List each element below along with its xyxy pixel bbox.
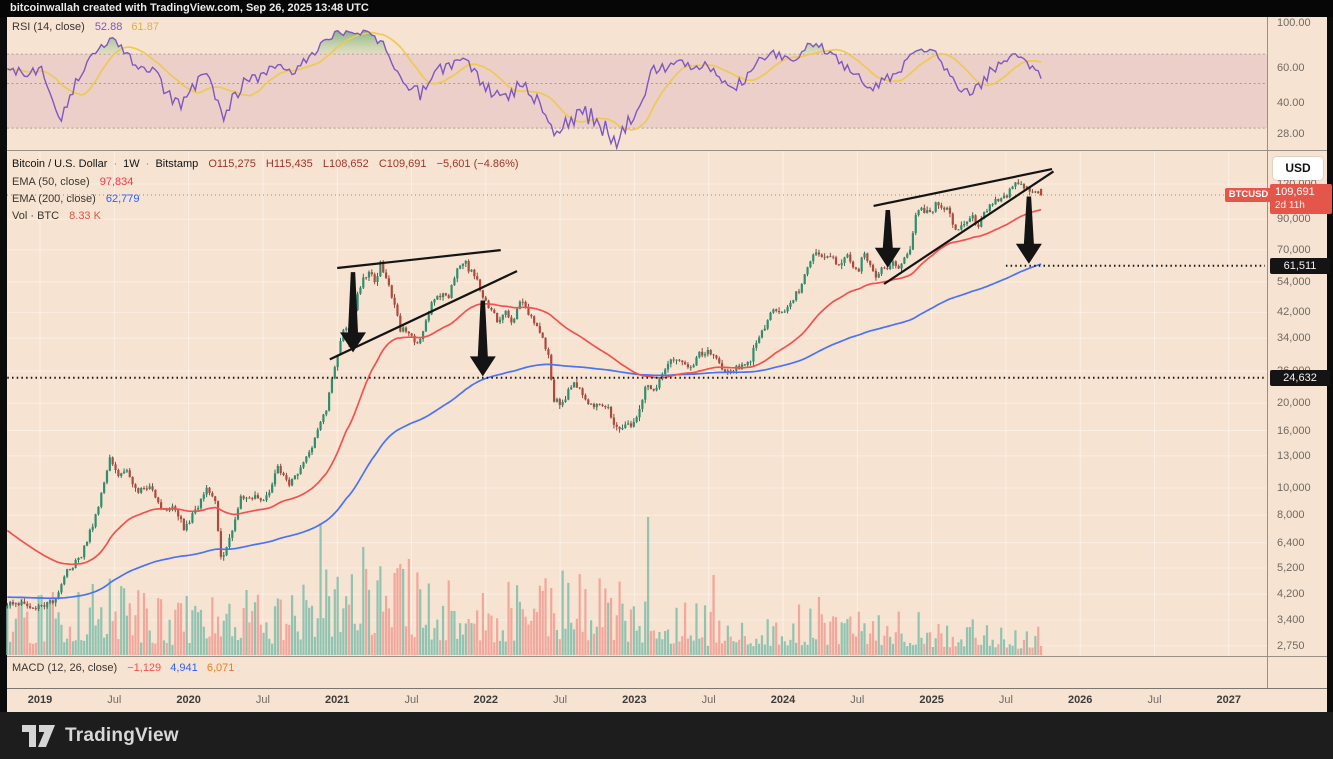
- price-tick-label: 20,000: [1277, 397, 1311, 410]
- price-tick-label: 5,200: [1277, 562, 1305, 574]
- price-tick-label: 8,000: [1277, 509, 1305, 522]
- volume-label: Vol · BTC: [12, 210, 60, 222]
- rsi-tick-label: 40.00: [1277, 97, 1305, 109]
- ema200-value: 62,779: [105, 193, 140, 205]
- time-tick-label: 2019: [27, 694, 53, 706]
- ema50-legend-row: EMA (50, close) 97,834: [12, 175, 133, 189]
- time-tick-label: 2024: [770, 694, 796, 706]
- rsi-legend-label: RSI (14, close): [12, 21, 85, 33]
- ema200-label: EMA (200, close): [12, 193, 96, 205]
- tradingview-brand-text[interactable]: TradingView: [65, 724, 179, 746]
- rsi-legend: RSI (14, close) 52.88 61.87: [12, 20, 159, 34]
- time-tick-label: 2025: [919, 694, 944, 706]
- time-tick-label: 2023: [622, 694, 647, 706]
- time-tick-label: 2020: [176, 694, 201, 706]
- volume-value: 8.33 K: [69, 210, 101, 222]
- price-tick-label: 16,000: [1277, 424, 1311, 437]
- time-tick-label: 2027: [1216, 694, 1242, 706]
- symbol-flag-badge: BTCUSD: [1225, 188, 1272, 202]
- ema50-value: 97,834: [99, 176, 134, 188]
- usd-button[interactable]: USD: [1273, 157, 1323, 180]
- price-tick-label: 6,400: [1277, 536, 1305, 549]
- price-tick-label: 90,000: [1277, 213, 1311, 226]
- ema200-legend-row: EMA (200, close) 62,779: [12, 192, 139, 206]
- time-tick-label: 2022: [473, 694, 499, 706]
- volume-legend-row: Vol · BTC 8.33 K: [12, 209, 101, 223]
- ohlc-open: O115,275: [208, 158, 256, 170]
- rsi-tick-label: 100.00: [1277, 17, 1311, 29]
- footer-bar: TradingView: [0, 712, 1333, 759]
- ema50-label: EMA (50, close): [12, 176, 90, 188]
- macd-signal-value: 4,941: [170, 662, 198, 674]
- price-tick-label: 70,000: [1277, 243, 1311, 256]
- time-tick-label: Jul: [701, 694, 716, 706]
- symbol-timeframe: 1W: [123, 158, 140, 170]
- level-price-badge: 61,511: [1270, 258, 1330, 274]
- rsi-value: 52.88: [94, 21, 123, 33]
- price-tick-label: 2,750: [1277, 639, 1305, 652]
- price-tick-label: 54,000: [1277, 275, 1311, 288]
- macd-label: MACD (12, 26, close): [12, 662, 118, 674]
- rsi-tick-label: 28.00: [1277, 128, 1305, 141]
- title-bar: bitcoinwallah created with TradingView.c…: [0, 0, 1333, 17]
- price-tick-label: 10,000: [1277, 482, 1311, 494]
- time-tick-label: Jul: [1147, 694, 1162, 706]
- price-tick-label: 42,000: [1277, 306, 1311, 319]
- time-tick-label: Jul: [255, 694, 270, 706]
- last-price-badge: 109,691 2d 11h: [1270, 184, 1332, 214]
- time-tick-label: 2021: [324, 694, 350, 706]
- time-tick-label: Jul: [404, 694, 419, 706]
- tradingview-logo-icon[interactable]: [22, 724, 56, 747]
- macd-legend-row: MACD (12, 26, close) −1,129 4,941 6,071: [12, 661, 234, 675]
- price-tick-label: 4,200: [1277, 588, 1305, 601]
- price-tick-label: 3,400: [1277, 614, 1305, 626]
- ohlc-close: C109,691: [378, 158, 427, 170]
- symbol-name: Bitcoin / U.S. Dollar: [12, 158, 108, 170]
- price-tick-label: 13,000: [1277, 449, 1311, 462]
- time-tick-label: Jul: [553, 694, 568, 706]
- last-price-value: 109,691: [1275, 186, 1315, 198]
- level-price-badge: 24,632: [1270, 370, 1330, 386]
- time-tick-label: Jul: [850, 694, 865, 706]
- ohlc-low: L108,652: [322, 158, 369, 170]
- symbol-exchange: Bitstamp: [155, 158, 199, 170]
- separator-dot: ·: [145, 158, 150, 170]
- rsi-ma-value: 61.87: [131, 21, 159, 33]
- bar-countdown: 2d 11h: [1275, 200, 1305, 211]
- rsi-tick-label: 60.00: [1277, 61, 1305, 74]
- time-tick-label: Jul: [107, 694, 122, 706]
- macd-value: −1,129: [127, 662, 162, 674]
- time-tick-label: Jul: [998, 694, 1013, 706]
- price-tick-label: 34,000: [1277, 332, 1311, 345]
- ohlc-high: H115,435: [265, 158, 313, 170]
- time-tick-label: 2026: [1067, 694, 1093, 706]
- separator-dot: ·: [113, 158, 118, 170]
- symbol-legend-row: Bitcoin / U.S. Dollar · 1W · Bitstamp O1…: [12, 157, 519, 171]
- ohlc-change: −5,601 (−4.86%): [436, 158, 519, 170]
- macd-hist-value: 6,071: [206, 662, 235, 674]
- title-bar-text: bitcoinwallah created with TradingView.c…: [10, 2, 369, 14]
